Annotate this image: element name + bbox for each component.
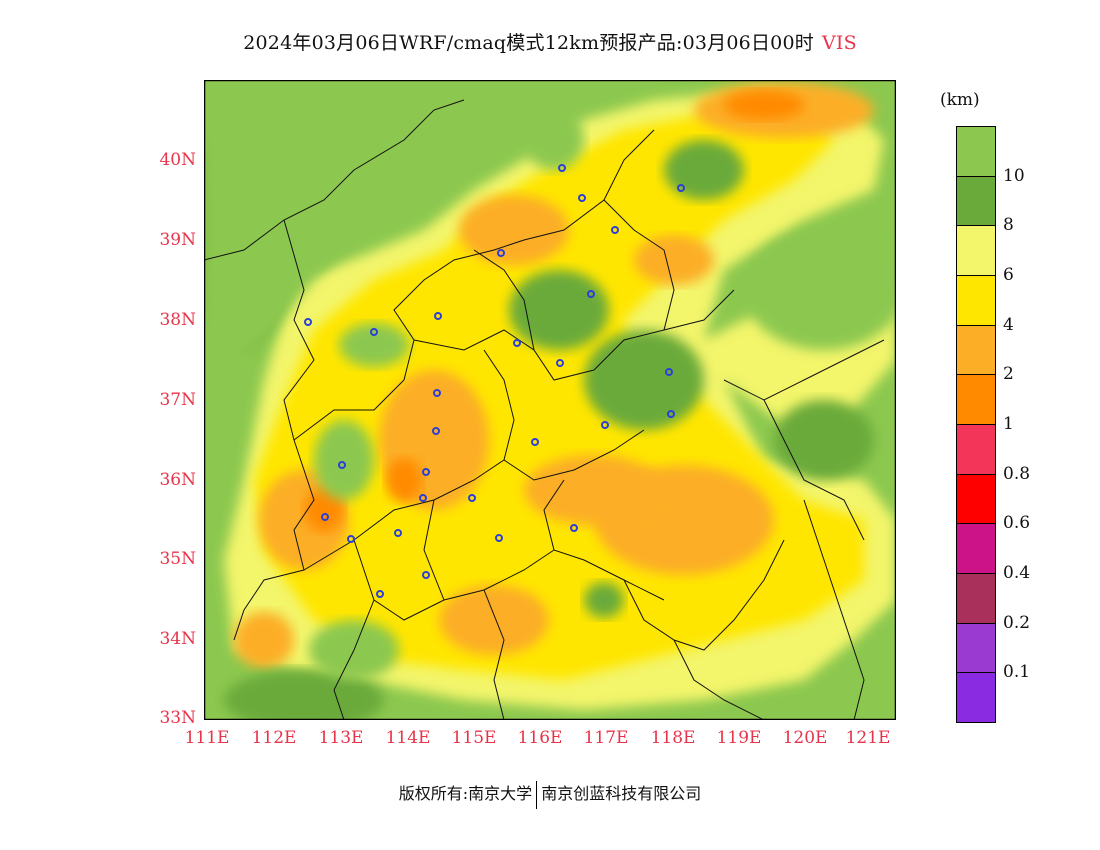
colorbar-label: 0.6 bbox=[1003, 513, 1031, 534]
lon-label: 113E bbox=[318, 728, 364, 748]
copyright-line: 版权所有:南京大学 南京创蓝科技有限公司 bbox=[0, 780, 1100, 809]
colorbar-segment bbox=[956, 225, 996, 276]
variable-label: VIS bbox=[821, 32, 857, 54]
lon-label: 120E bbox=[782, 728, 828, 748]
map-title: 2024年03月06日WRF/cmaq模式12km预报产品:03月06日00时 V… bbox=[0, 28, 1100, 55]
boundary-lines bbox=[204, 99, 885, 720]
lon-label: 116E bbox=[517, 728, 563, 748]
lat-label: 40N bbox=[159, 150, 196, 170]
colorbar-segment bbox=[956, 473, 996, 525]
colorbar-segment bbox=[956, 424, 996, 475]
map-frame bbox=[204, 80, 896, 720]
colorbar-segment bbox=[956, 672, 996, 723]
visibility-map bbox=[204, 80, 896, 720]
colorbar-label: 0.4 bbox=[1003, 563, 1031, 583]
colorbar-segment bbox=[956, 324, 996, 376]
lon-label: 114E bbox=[385, 728, 431, 748]
colorbar bbox=[956, 126, 996, 723]
colorbar-segment bbox=[956, 175, 996, 227]
colorbar-unit: (km) bbox=[940, 90, 980, 110]
map-canvas bbox=[204, 80, 896, 720]
colorbar-label: 0.2 bbox=[1003, 612, 1031, 633]
lat-label: 35N bbox=[159, 549, 196, 569]
colorbar-label: 8 bbox=[1003, 215, 1014, 236]
lon-label: 112E bbox=[251, 728, 297, 748]
colorbar-label: 0.8 bbox=[1003, 463, 1031, 484]
colorbar-segment bbox=[956, 374, 996, 425]
lon-label: 118E bbox=[650, 728, 696, 748]
colorbar-segment bbox=[956, 573, 996, 624]
lat-label: 33N bbox=[159, 708, 196, 728]
colorbar-segment bbox=[956, 622, 996, 674]
colorbar-label: 0.1 bbox=[1003, 662, 1031, 683]
lon-label: 119E bbox=[716, 728, 762, 748]
copyright-left: 版权所有:南京大学 bbox=[398, 784, 533, 803]
lat-label: 38N bbox=[159, 310, 196, 330]
colorbar-segment bbox=[956, 275, 996, 326]
title-text: 2024年03月06日WRF/cmaq模式12km预报产品:03月06日00时 bbox=[243, 32, 814, 54]
colorbar-segment bbox=[956, 523, 996, 574]
lon-label: 117E bbox=[583, 728, 629, 748]
colorbar-label: 4 bbox=[1003, 314, 1014, 335]
lat-label: 34N bbox=[159, 629, 196, 649]
copyright-separator bbox=[536, 780, 538, 809]
colorbar-label: 6 bbox=[1003, 265, 1014, 285]
lon-label: 121E bbox=[845, 728, 891, 748]
lat-label: 36N bbox=[159, 470, 196, 490]
colorbar-segment bbox=[956, 126, 996, 177]
colorbar-label: 1 bbox=[1003, 414, 1014, 434]
lat-label: 39N bbox=[159, 230, 196, 250]
visibility-fields bbox=[204, 80, 896, 720]
lon-label: 115E bbox=[451, 728, 497, 748]
colorbar-label: 2 bbox=[1003, 364, 1014, 385]
station-markers bbox=[304, 164, 685, 598]
lon-label: 111E bbox=[184, 728, 230, 748]
copyright-right: 南京创蓝科技有限公司 bbox=[541, 784, 702, 803]
colorbar-label: 10 bbox=[1003, 165, 1025, 186]
lat-label: 37N bbox=[159, 390, 196, 410]
